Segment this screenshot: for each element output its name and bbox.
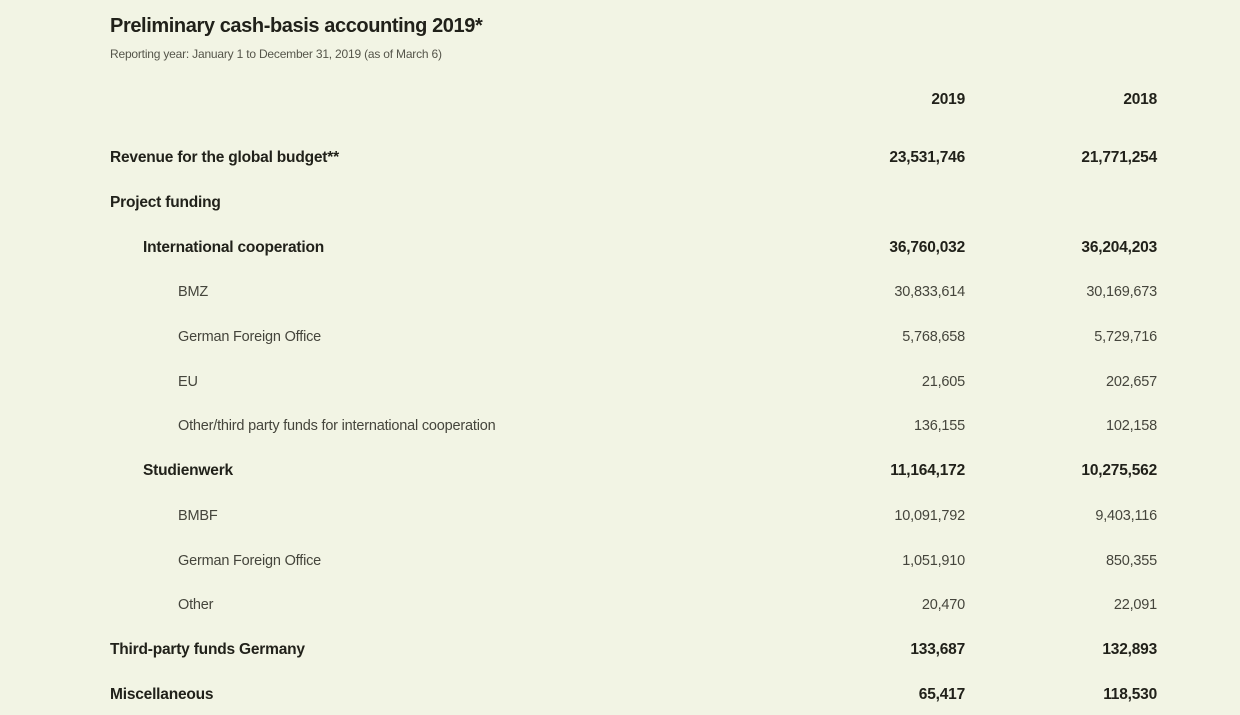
value-2018: 22,091 xyxy=(1113,597,1157,614)
table-row: Other 20,470 22,091 xyxy=(110,583,1157,628)
value-2019: 10,091,792 xyxy=(894,507,965,524)
row-label: German Foreign Office xyxy=(178,329,322,346)
value-2018: 132,893 xyxy=(1102,640,1157,658)
column-header-2018: 2018 xyxy=(1123,91,1157,108)
value-2019: 65,417 xyxy=(918,685,965,703)
value-2018: 850,355 xyxy=(1105,552,1157,569)
table-row: Revenue for the global budget** 23,531,74… xyxy=(110,136,1157,181)
table-row: EU 21,605 202,657 xyxy=(110,359,1157,404)
value-2019: 20,470 xyxy=(921,597,965,614)
column-header-2019: 2019 xyxy=(931,91,965,108)
row-label: Third-party funds Germany xyxy=(110,640,305,658)
table-row: Other/third party funds for internationa… xyxy=(110,404,1157,449)
page-subtitle: Reporting year: January 1 to December 31… xyxy=(110,47,442,61)
row-label: BMZ xyxy=(178,284,209,301)
table-row: German Foreign Office 5,768,658 5,729,716 xyxy=(110,315,1157,360)
row-label: International cooperation xyxy=(143,238,325,256)
table-row: BMZ 30,833,614 30,169,673 xyxy=(110,270,1157,315)
value-2018: 102,158 xyxy=(1105,418,1157,435)
table-row: Miscellaneous 65,417 118,530 xyxy=(110,672,1157,715)
value-2019: 11,164,172 xyxy=(890,462,965,480)
value-2018: 21,771,254 xyxy=(1081,149,1157,167)
value-2018: 118,530 xyxy=(1103,685,1157,703)
row-label: Miscellaneous xyxy=(110,685,214,703)
value-2019: 133,687 xyxy=(910,640,965,658)
table-header-row: 2019 2018 xyxy=(110,88,1157,112)
value-2019: 21,605 xyxy=(921,373,965,390)
row-label: EU xyxy=(178,373,198,390)
row-label: Revenue for the global budget** xyxy=(110,149,339,167)
table-row: BMBF 10,091,792 9,403,116 xyxy=(110,494,1157,539)
value-2018: 36,204,203 xyxy=(1081,238,1157,256)
value-2019: 23,531,746 xyxy=(889,149,965,167)
value-2018: 10,275,562 xyxy=(1081,462,1157,480)
value-2018: 30,169,673 xyxy=(1086,284,1157,301)
table-row: Third-party funds Germany 133,687 132,893 xyxy=(110,628,1157,673)
page-title: Preliminary cash-basis accounting 2019* xyxy=(110,15,483,37)
accounting-table: 2019 2018 Revenue for the global budget*… xyxy=(110,88,1157,715)
value-2019: 5,768,658 xyxy=(902,329,965,346)
table-row: German Foreign Office 1,051,910 850,355 xyxy=(110,538,1157,583)
value-2018: 5,729,716 xyxy=(1094,329,1157,346)
value-2019: 136,155 xyxy=(913,418,965,435)
value-2018: 202,657 xyxy=(1105,373,1157,390)
value-2018: 9,403,116 xyxy=(1095,507,1157,524)
row-label: Project funding xyxy=(110,194,221,212)
row-label: BMBF xyxy=(178,507,218,524)
value-2019: 1,051,910 xyxy=(902,552,965,569)
value-2019: 36,760,032 xyxy=(889,238,965,256)
row-label: Studienwerk xyxy=(143,462,233,480)
table-row: Project funding xyxy=(110,181,1157,226)
table-row: International cooperation 36,760,032 36,20… xyxy=(110,225,1157,270)
value-2019: 30,833,614 xyxy=(894,284,965,301)
row-label: Other/third party funds for internationa… xyxy=(178,418,496,435)
table-row: Studienwerk 11,164,172 10,275,562 xyxy=(110,449,1157,494)
row-label: Other xyxy=(178,597,214,614)
row-label: German Foreign Office xyxy=(178,552,322,569)
table-rows: Revenue for the global budget** 23,531,74… xyxy=(110,136,1157,715)
